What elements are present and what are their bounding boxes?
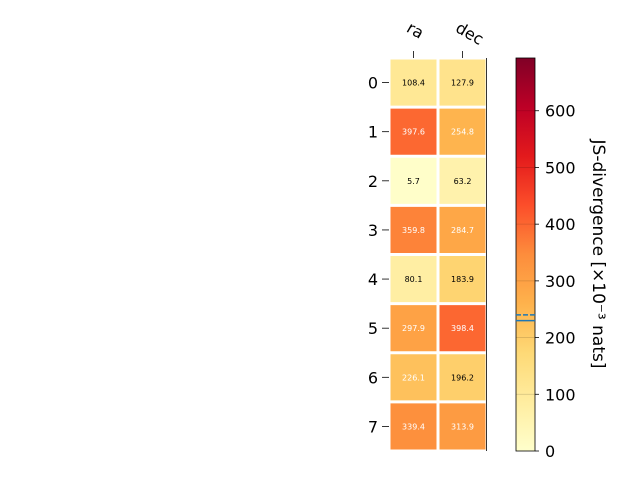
cell-value-label: 196.2 <box>451 373 474 382</box>
cell-value-label: 313.9 <box>451 422 474 431</box>
colorbar-tick-label: 600 <box>545 102 576 121</box>
cell-value-label: 127.9 <box>451 79 474 88</box>
row-tick-label: 3 <box>368 221 378 240</box>
column-tick-labels: ra dec <box>404 18 487 58</box>
cell-value-label: 284.7 <box>451 226 474 235</box>
heatmap-cell <box>439 305 486 352</box>
row-tick-label: 0 <box>368 74 378 93</box>
colorbar-tick-label: 200 <box>545 329 576 348</box>
cell-value-label: 183.9 <box>451 275 474 284</box>
heatmap-cell <box>439 206 486 253</box>
heatmap-cell <box>390 206 437 253</box>
cell-value-label: 226.1 <box>402 373 425 382</box>
cell-value-label: 5.7 <box>407 177 420 186</box>
heatmap-cell <box>390 157 437 204</box>
row-tick-label: 4 <box>368 270 378 289</box>
row-tick-label: 6 <box>368 368 378 387</box>
row-tick-label: 2 <box>368 172 378 191</box>
cell-value-label: 108.4 <box>402 79 425 88</box>
cell-value-label: 297.9 <box>402 324 425 333</box>
heatmap-cell <box>390 305 437 352</box>
heatmap-cell <box>390 354 437 401</box>
colorbar-label: JS-divergence [×10⁻³ nats] <box>588 139 608 369</box>
colorbar-tick-label: 100 <box>545 385 576 404</box>
heatmap-cell <box>390 403 437 450</box>
heatmap-cell <box>439 403 486 450</box>
colorbar-tick-label: 300 <box>545 272 576 291</box>
row-tick-label: 1 <box>368 123 378 142</box>
cell-value-label: 359.8 <box>402 226 425 235</box>
column-tick-label: dec <box>453 18 487 49</box>
cell-value-label: 254.8 <box>451 128 474 137</box>
heatmap-cell <box>390 256 437 303</box>
cell-value-label: 339.4 <box>402 422 425 431</box>
cell-value-label: 80.1 <box>405 275 423 284</box>
colorbar-tick-label: 500 <box>545 158 576 177</box>
heatmap-cell <box>439 157 486 204</box>
heatmap-cell <box>439 59 486 106</box>
heatmap-cell <box>439 256 486 303</box>
colorbar-reference-lines <box>516 314 535 322</box>
row-tick-label: 7 <box>368 417 378 436</box>
colorbar: 0 100 200 300 400 500 600 JS-divergence [×10⁻³… <box>515 57 608 461</box>
row-tick-label: 5 <box>368 319 378 338</box>
colorbar-gridlines <box>516 110 535 395</box>
colorbar-ticks: 0 100 200 300 400 500 600 <box>535 102 576 461</box>
heatmap-cell <box>390 59 437 106</box>
heatmap-cells: 108.4 127.9 397.6 254.8 5.7 63.2 359.8 284.7 80.… <box>390 59 486 450</box>
heatmap-cell <box>439 354 486 401</box>
cell-value-label: 63.2 <box>454 177 472 186</box>
cell-value-label: 397.6 <box>402 128 425 137</box>
cell-value-label: 398.4 <box>451 324 474 333</box>
heatmap-cell <box>439 108 486 155</box>
colorbar-tick-label: 0 <box>545 442 555 461</box>
heatmap-cell <box>390 108 437 155</box>
row-tick-labels: 0 1 2 3 4 5 6 7 <box>368 74 389 436</box>
colorbar-tick-label: 400 <box>545 215 576 234</box>
colorbar-gradient <box>515 57 536 452</box>
column-tick-label: ra <box>404 18 428 43</box>
